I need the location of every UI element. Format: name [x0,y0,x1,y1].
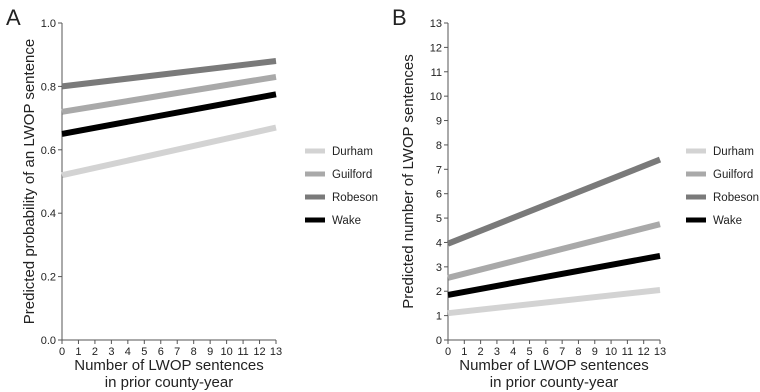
legend-label-wake: Wake [332,215,361,227]
x-tick-label: 2 [92,346,98,358]
x-tick-label: 1 [461,346,467,358]
x-tick-label: 4 [125,346,131,358]
series-line-robeson [61,58,277,90]
panel-a: A0.00.20.40.60.81.00 1 2 3 4 5 6 7 8 9 10 11 12 13Num… [6,5,378,391]
x-tick-label: 13 [654,346,666,358]
panel-letter: A [6,5,21,30]
y-tick-label: 0.2 [41,272,56,284]
legend: Durham Guilford Robeson Wake [686,146,759,227]
y-axis-title: Predicted probability of an LWOP sentenc… [21,39,38,324]
y-tick-label: 5 [436,213,442,225]
legend-label-guilford: Guilford [332,169,372,181]
legend-label-robeson: Robeson [713,192,759,204]
series-line-wake [447,252,661,298]
x-tick-label: 0 [445,346,451,358]
y-tick-label: 2 [436,286,442,298]
x-tick-label: 7 [174,346,180,358]
legend-label-durham: Durham [332,146,373,158]
x-tick-label: 12 [638,346,650,358]
x-tick-label: 5 [141,346,147,358]
series-line-robeson [446,156,662,247]
x-axis-title-line2: in prior county-year [490,374,618,391]
x-axis-title: Number of LWOP sentences [74,357,264,374]
x-tick-label: 6 [543,346,549,358]
y-axis-title: Predicted number of LWOP sentences [400,54,417,309]
legend-label-durham: Durham [713,146,754,158]
legend-label-guilford: Guilford [713,169,753,181]
y-tick-label: 13 [430,18,442,30]
x-tick-label: 11 [237,346,248,358]
x-tick-label: 6 [158,346,164,358]
x-tick-label: 4 [510,346,516,358]
x-tick-label: 10 [605,346,617,358]
y-tick-label: 0.4 [41,208,56,220]
x-tick-label: 8 [575,346,581,358]
y-tick-label: 9 [436,116,442,128]
x-tick-label: 13 [270,346,282,358]
x-tick-label: 9 [592,346,598,358]
x-tick-label: 1 [75,346,81,358]
x-tick-label: 8 [191,346,197,358]
series-line-guilford [447,221,661,281]
x-axis-title: Number of LWOP sentences [459,357,649,374]
x-tick-label: 3 [108,346,114,358]
x-tick-label: 5 [526,346,532,358]
y-tick-label: 12 [430,42,442,54]
x-tick-label: 3 [494,346,500,358]
x-tick-label: 7 [559,346,565,358]
legend-label-wake: Wake [713,215,742,227]
y-tick-label: 6 [436,189,442,201]
series-line-wake [61,91,277,137]
y-tick-label: 0.0 [41,335,56,347]
series-line-durham [61,124,277,179]
x-tick-label: 10 [220,346,232,358]
y-tick-label: 10 [430,91,442,103]
y-tick-label: 3 [436,262,442,274]
legend-label-robeson: Robeson [332,192,378,204]
y-tick-label: 8 [436,140,442,152]
y-tick-label: 0.6 [41,145,56,157]
x-tick-label: 11 [622,346,633,358]
series-line-durham [447,287,661,317]
y-tick-label: 11 [431,67,442,79]
y-tick-label: 7 [436,164,442,176]
y-tick-label: 1 [436,311,442,323]
y-tick-label: 1.0 [41,18,56,30]
x-tick-label: 12 [253,346,265,358]
panel-letter: B [392,5,407,30]
y-tick-label: 4 [436,237,442,249]
y-tick-label: 0 [436,335,442,347]
x-axis-title-line2: in prior county-year [105,374,233,391]
x-tick-label: 2 [478,346,484,358]
series-line-guilford [61,73,277,115]
x-tick-label: 0 [59,346,65,358]
x-tick-label: 9 [207,346,213,358]
y-tick-label: 0.8 [41,81,56,93]
legend: Durham Guilford Robeson Wake [305,146,378,227]
